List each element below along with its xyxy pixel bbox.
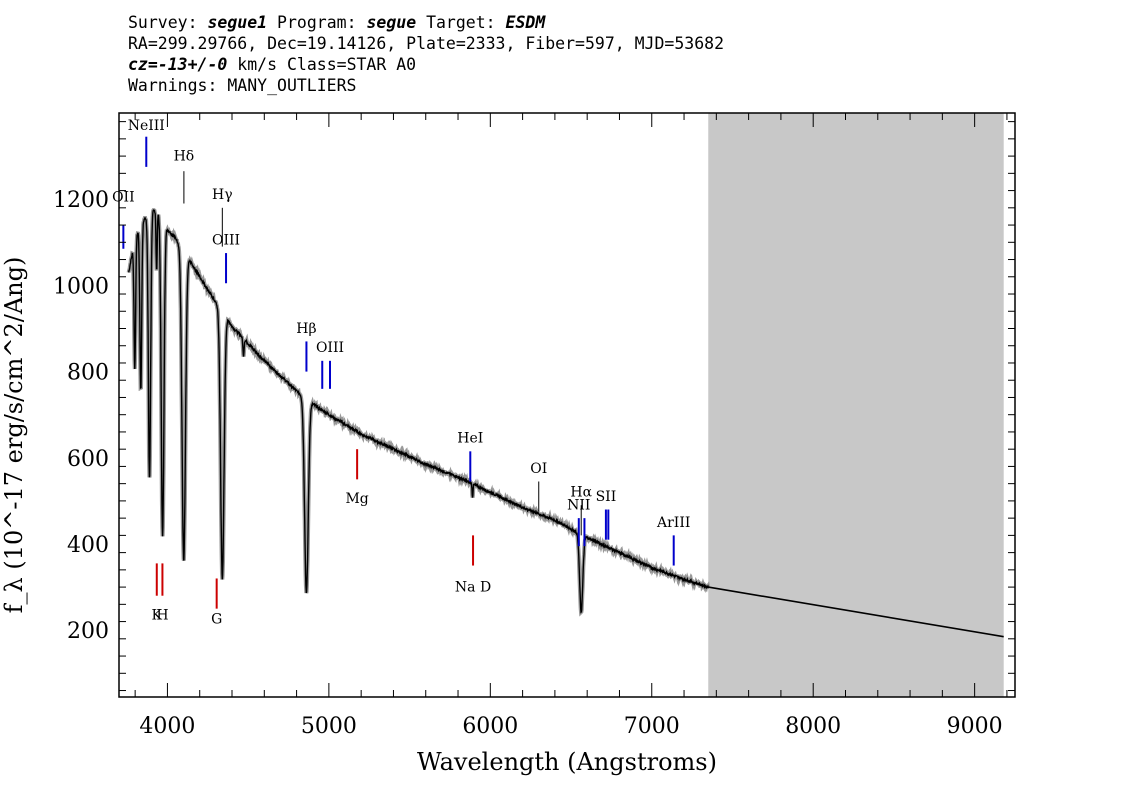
x-tick-label-5000: 5000 [301, 714, 357, 739]
y-tick-label-800: 800 [67, 361, 109, 386]
y-axis-label: f_λ (10^-17 erg/s/cm^2/Ang) [0, 257, 28, 614]
survey-value: segue1 [207, 13, 268, 32]
y-tick-label-1200: 1200 [53, 188, 109, 213]
warnings-line: Warnings: MANY_OUTLIERS [128, 76, 357, 95]
line-label-12: NII [567, 498, 590, 514]
line-label-11: OI [530, 461, 547, 477]
line-label-20: G [211, 612, 222, 628]
line-label-13: Hα [570, 485, 592, 501]
target-label: Target: [426, 13, 496, 32]
coords-line: RA=299.29766, Dec=19.14126, Plate=2333, … [128, 34, 725, 53]
program-value: segue [366, 13, 417, 32]
line-label-3: Hγ [212, 187, 233, 203]
line-label-5: Hβ [296, 321, 316, 337]
class-text: km/s Class=STAR A0 [227, 55, 417, 74]
spectrum-header: Survey: segue1 Program: segue Target: ES… [128, 12, 724, 96]
line-label-8: Mg [345, 491, 368, 507]
x-tick-label-9000: 9000 [947, 714, 1003, 739]
x-tick-label-8000: 8000 [785, 714, 841, 739]
line-label-2: Hδ [174, 148, 195, 164]
y-tick-label-400: 400 [67, 533, 109, 558]
y-tick-label-200: 200 [67, 619, 109, 644]
target-value: ESDM [505, 13, 546, 32]
line-label-0: OII [112, 189, 135, 205]
line-label-10: Na D [455, 579, 491, 595]
line-label-9: HeI [457, 431, 483, 447]
x-tick-label-7000: 7000 [624, 714, 680, 739]
survey-label: Survey: [128, 13, 198, 32]
plot-frame [118, 112, 1016, 698]
y-tick-label-1000: 1000 [53, 274, 109, 299]
cz-label: cz= [128, 55, 158, 74]
x-tick-label-4000: 4000 [139, 714, 195, 739]
line-label-19: H [156, 607, 168, 623]
cz-value: -13+/-0 [157, 55, 228, 74]
spectrum-extension [708, 586, 1004, 638]
line-label-15: SII [596, 489, 617, 505]
survey-line: Survey: segue1 Program: segue Target: ES… [128, 12, 724, 33]
program-label: Program: [277, 13, 357, 32]
redshift-line: cz=-13+/-0 km/s Class=STAR A0 [128, 54, 724, 75]
line-label-7: OIII [316, 340, 344, 356]
y-tick-label-600: 600 [67, 447, 109, 472]
masked-region [708, 113, 1004, 697]
line-label-17: ArIII [656, 515, 690, 531]
line-label-18: K [152, 607, 163, 623]
x-tick-label-6000: 6000 [462, 714, 518, 739]
line-label-4: OIII [212, 232, 240, 248]
line-label-1: NeIII [128, 118, 165, 134]
x-axis-label: Wavelength (Angstroms) [417, 748, 717, 776]
spectrum-line [128, 209, 709, 614]
